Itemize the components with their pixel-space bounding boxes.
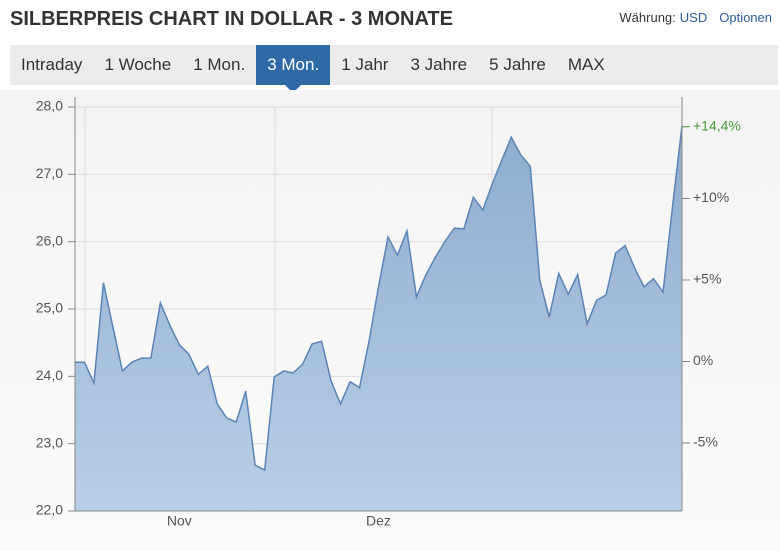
y-tick-label: 25,0 bbox=[36, 300, 63, 316]
tab[interactable]: 3 Jahre bbox=[410, 55, 468, 74]
x-tick-label: Nov bbox=[167, 513, 192, 529]
currency-bar: Währung: USD Optionen bbox=[619, 10, 772, 25]
y-tick-label: 27,0 bbox=[36, 165, 63, 181]
y-tick-label: 23,0 bbox=[36, 434, 63, 450]
currency-label: Währung: bbox=[619, 10, 676, 25]
tab[interactable]: 3 Mon. bbox=[256, 45, 331, 93]
chart-title: SILBERPREIS CHART IN DOLLAR - 3 MONATE bbox=[10, 8, 453, 30]
tab[interactable]: 5 Jahre bbox=[489, 55, 546, 74]
x-tick-label: Dez bbox=[366, 513, 391, 529]
currency[interactable]: USD bbox=[679, 10, 708, 25]
tab[interactable]: 1 Woche bbox=[104, 55, 172, 74]
y2-tick-label: +10% bbox=[693, 189, 729, 205]
change-label: +14,4% bbox=[693, 117, 741, 133]
tab[interactable]: Intraday bbox=[21, 55, 83, 74]
y-tick-label: 22,0 bbox=[36, 502, 63, 518]
y-tick-label: 26,0 bbox=[36, 232, 63, 248]
y2-tick-label: 0% bbox=[693, 352, 713, 368]
tab[interactable]: MAX bbox=[567, 55, 605, 74]
tab-bar: Intraday 1 Woche 1 Mon. 3 Mon. 1 Jahr 3 Jahre… bbox=[10, 45, 778, 93]
y2-tick-label: -5% bbox=[693, 434, 718, 450]
y-tick-label: 28,0 bbox=[36, 98, 63, 114]
options[interactable]: Optionen bbox=[719, 10, 772, 25]
area bbox=[75, 125, 682, 511]
tab[interactable]: 1 Mon. bbox=[193, 55, 246, 74]
y2-tick-label: +5% bbox=[693, 271, 721, 287]
line bbox=[75, 125, 683, 472]
tab[interactable]: 1 Jahr bbox=[341, 55, 389, 74]
y-tick-label: 24,0 bbox=[36, 367, 63, 383]
